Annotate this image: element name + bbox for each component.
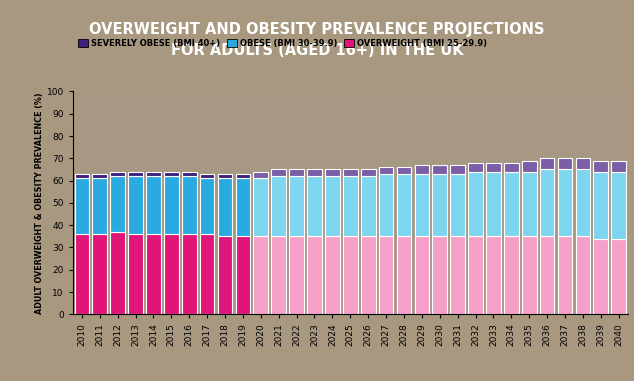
Bar: [540, 170, 555, 236]
Bar: [504, 163, 519, 172]
Bar: [611, 239, 626, 314]
Bar: [289, 176, 304, 236]
Bar: [236, 178, 250, 236]
Bar: [593, 172, 608, 239]
Bar: [361, 176, 375, 236]
Bar: [611, 160, 626, 172]
Bar: [146, 172, 161, 176]
Bar: [576, 158, 590, 170]
Bar: [164, 172, 179, 176]
Bar: [128, 234, 143, 314]
Bar: [164, 176, 179, 234]
Bar: [450, 236, 465, 314]
Bar: [378, 236, 394, 314]
Bar: [415, 165, 429, 174]
Bar: [200, 174, 214, 178]
Bar: [307, 170, 322, 176]
Bar: [325, 236, 340, 314]
Bar: [486, 236, 501, 314]
Bar: [200, 234, 214, 314]
Bar: [93, 174, 107, 178]
Bar: [110, 232, 125, 314]
Bar: [146, 176, 161, 234]
Bar: [450, 165, 465, 174]
Bar: [611, 172, 626, 239]
Legend: SEVERELY OBESE (BMI 40+), OBESE (BMI 30-39.9), OVERWEIGHT (BMI 25-29.9): SEVERELY OBESE (BMI 40+), OBESE (BMI 30-…: [74, 35, 491, 51]
Bar: [558, 158, 573, 170]
Bar: [415, 236, 429, 314]
Bar: [325, 176, 340, 236]
Bar: [254, 178, 268, 236]
Bar: [593, 160, 608, 172]
Bar: [397, 236, 411, 314]
Bar: [432, 236, 447, 314]
Bar: [75, 178, 89, 234]
Bar: [540, 236, 555, 314]
Bar: [486, 172, 501, 236]
Bar: [146, 234, 161, 314]
Bar: [522, 172, 536, 236]
Bar: [93, 234, 107, 314]
Bar: [182, 172, 197, 176]
Bar: [558, 236, 573, 314]
Bar: [75, 174, 89, 178]
Text: OVERWEIGHT AND OBESITY PREVALENCE PROJECTIONS
FOR ADULTS (AGED 16+) IN THE UK: OVERWEIGHT AND OBESITY PREVALENCE PROJEC…: [89, 22, 545, 58]
Bar: [361, 236, 375, 314]
Bar: [450, 174, 465, 236]
Bar: [254, 172, 268, 178]
Bar: [469, 172, 483, 236]
Bar: [182, 234, 197, 314]
Bar: [378, 167, 394, 174]
Bar: [397, 174, 411, 236]
Bar: [378, 174, 394, 236]
Bar: [432, 165, 447, 174]
Bar: [93, 178, 107, 234]
Bar: [343, 170, 358, 176]
Bar: [271, 176, 286, 236]
Bar: [432, 174, 447, 236]
Bar: [217, 174, 232, 178]
Bar: [397, 167, 411, 174]
Bar: [343, 236, 358, 314]
Y-axis label: ADULT OVERWEIGHT & OBESITY PREVALENCE (%): ADULT OVERWEIGHT & OBESITY PREVALENCE (%…: [35, 92, 44, 314]
Bar: [271, 236, 286, 314]
Bar: [576, 170, 590, 236]
Bar: [128, 172, 143, 176]
Bar: [343, 176, 358, 236]
Bar: [522, 160, 536, 172]
Bar: [217, 178, 232, 236]
Bar: [236, 236, 250, 314]
Bar: [504, 236, 519, 314]
Bar: [325, 170, 340, 176]
Bar: [558, 170, 573, 236]
Bar: [182, 176, 197, 234]
Bar: [522, 236, 536, 314]
Bar: [469, 163, 483, 172]
Bar: [540, 158, 555, 170]
Bar: [307, 176, 322, 236]
Bar: [164, 234, 179, 314]
Bar: [504, 172, 519, 236]
Bar: [254, 236, 268, 314]
Bar: [110, 172, 125, 176]
Bar: [200, 178, 214, 234]
Bar: [469, 236, 483, 314]
Bar: [415, 174, 429, 236]
Bar: [361, 170, 375, 176]
Bar: [576, 236, 590, 314]
Bar: [307, 236, 322, 314]
Bar: [236, 174, 250, 178]
Bar: [75, 234, 89, 314]
Bar: [289, 236, 304, 314]
Bar: [593, 239, 608, 314]
Bar: [128, 176, 143, 234]
Bar: [271, 170, 286, 176]
Bar: [289, 170, 304, 176]
Bar: [486, 163, 501, 172]
Bar: [110, 176, 125, 232]
Bar: [217, 236, 232, 314]
